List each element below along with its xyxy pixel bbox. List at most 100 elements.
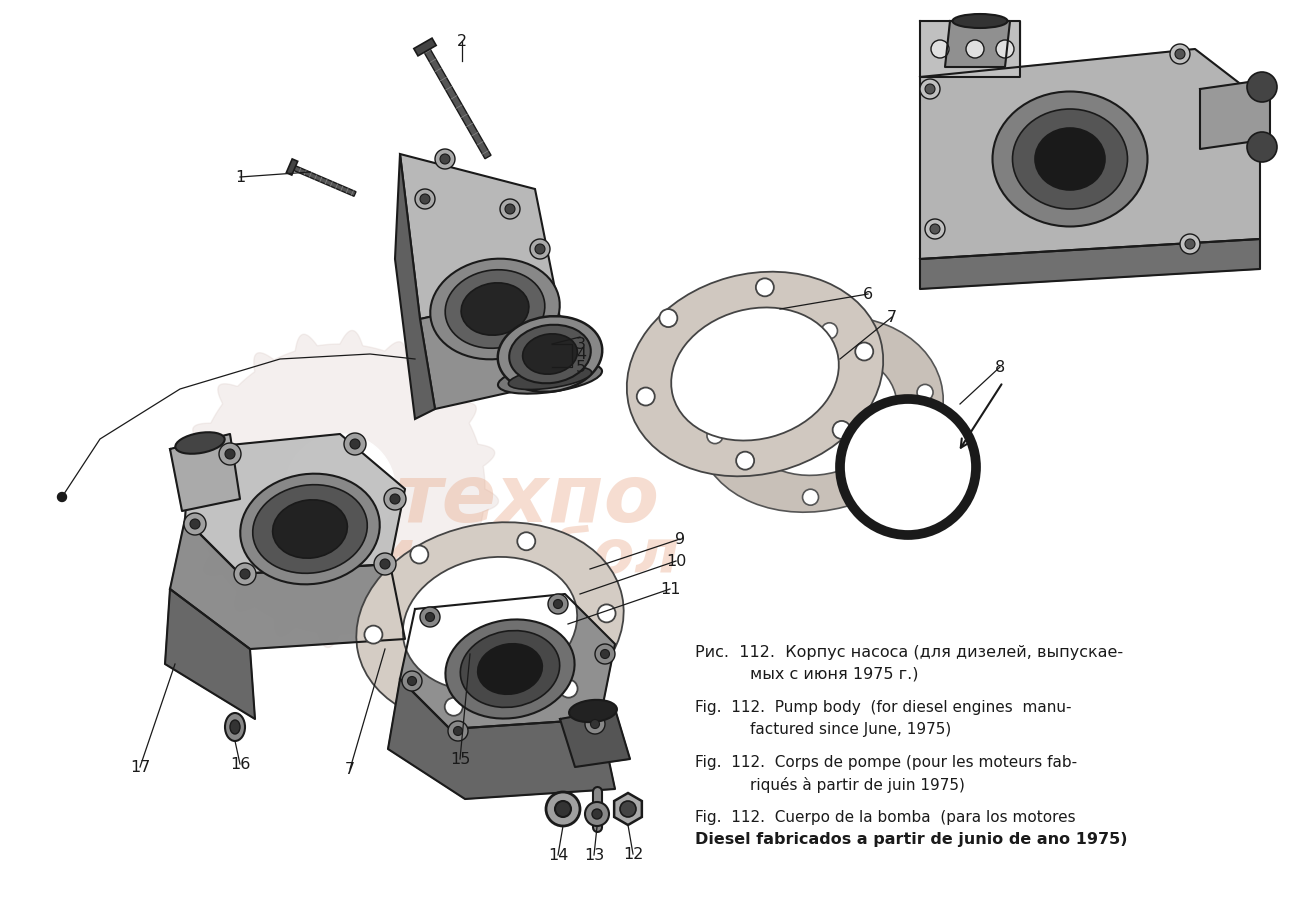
Circle shape: [659, 310, 678, 328]
Circle shape: [506, 205, 515, 215]
Ellipse shape: [272, 500, 348, 559]
Circle shape: [285, 435, 395, 544]
Text: Fig.  112.  Pump body  (for diesel engines  manu-: Fig. 112. Pump body (for diesel engines …: [694, 699, 1071, 714]
Polygon shape: [169, 519, 405, 650]
Polygon shape: [920, 22, 1020, 78]
Polygon shape: [388, 679, 615, 800]
Circle shape: [351, 439, 360, 449]
Ellipse shape: [523, 335, 577, 375]
Circle shape: [1247, 133, 1277, 163]
Circle shape: [995, 41, 1014, 59]
Circle shape: [756, 279, 774, 297]
Polygon shape: [185, 435, 405, 574]
Ellipse shape: [993, 93, 1148, 227]
Text: техпо: техпо: [395, 460, 659, 539]
Polygon shape: [420, 289, 569, 410]
Ellipse shape: [671, 308, 839, 441]
Circle shape: [219, 444, 241, 466]
Circle shape: [235, 563, 255, 585]
Circle shape: [585, 714, 605, 734]
Circle shape: [559, 680, 577, 698]
Polygon shape: [945, 22, 1010, 68]
Text: 15: 15: [450, 752, 470, 766]
Text: 3: 3: [576, 337, 586, 352]
Circle shape: [380, 560, 390, 570]
Circle shape: [966, 41, 984, 59]
Circle shape: [554, 600, 563, 608]
Text: Fig.  112.  Corps de pompe (pour les moteurs fab-: Fig. 112. Corps de pompe (pour les moteu…: [694, 754, 1078, 769]
Circle shape: [517, 533, 536, 550]
Circle shape: [240, 570, 250, 579]
Circle shape: [925, 220, 945, 240]
Circle shape: [403, 671, 422, 691]
Polygon shape: [422, 46, 491, 160]
Polygon shape: [169, 435, 240, 512]
Ellipse shape: [403, 557, 577, 691]
Circle shape: [1184, 240, 1195, 250]
Ellipse shape: [509, 325, 590, 384]
Circle shape: [920, 80, 939, 100]
Polygon shape: [920, 240, 1260, 289]
Circle shape: [585, 802, 609, 826]
Text: factured since June, 1975): factured since June, 1975): [751, 721, 951, 736]
Circle shape: [440, 154, 450, 165]
Ellipse shape: [356, 523, 624, 726]
Ellipse shape: [478, 644, 542, 695]
Polygon shape: [287, 160, 297, 176]
Circle shape: [420, 607, 440, 628]
Text: 13: 13: [584, 847, 605, 863]
Circle shape: [453, 727, 463, 736]
Circle shape: [855, 343, 873, 361]
Circle shape: [344, 434, 366, 456]
Circle shape: [1170, 45, 1190, 65]
Circle shape: [728, 353, 745, 369]
Polygon shape: [920, 50, 1260, 260]
Ellipse shape: [508, 367, 592, 390]
Ellipse shape: [461, 284, 529, 335]
Text: 9: 9: [675, 532, 685, 547]
Ellipse shape: [498, 317, 602, 392]
Text: 5: 5: [576, 360, 586, 375]
Circle shape: [925, 85, 936, 95]
Circle shape: [426, 613, 434, 622]
Circle shape: [1175, 50, 1184, 60]
Polygon shape: [1200, 80, 1270, 150]
Text: 14: 14: [547, 847, 568, 863]
Circle shape: [536, 244, 545, 255]
Ellipse shape: [1035, 129, 1105, 191]
Ellipse shape: [952, 15, 1007, 29]
Polygon shape: [181, 331, 499, 648]
Ellipse shape: [446, 619, 575, 719]
Circle shape: [601, 650, 610, 659]
Circle shape: [1181, 234, 1200, 255]
Text: 17: 17: [130, 760, 150, 775]
Circle shape: [590, 720, 599, 729]
Text: 4: 4: [576, 347, 586, 362]
Circle shape: [598, 605, 615, 623]
Circle shape: [833, 422, 851, 439]
Text: 7: 7: [887, 310, 896, 325]
Circle shape: [384, 489, 407, 510]
Text: Diesel fabricados a partir de junio de ano 1975): Diesel fabricados a partir de junio de a…: [694, 831, 1127, 846]
Text: 10: 10: [666, 554, 687, 569]
Circle shape: [930, 225, 939, 234]
Text: 1: 1: [235, 170, 245, 186]
Circle shape: [708, 428, 723, 444]
Polygon shape: [400, 154, 555, 320]
Text: 11: 11: [659, 582, 680, 596]
Text: riqués à partir de juin 1975): riqués à partir de juin 1975): [751, 777, 966, 792]
Circle shape: [555, 801, 571, 817]
Circle shape: [420, 195, 430, 205]
Circle shape: [448, 721, 468, 742]
Circle shape: [365, 626, 382, 644]
Polygon shape: [165, 589, 255, 720]
Circle shape: [932, 41, 949, 59]
Circle shape: [592, 809, 602, 819]
Circle shape: [917, 385, 933, 401]
Circle shape: [549, 595, 568, 614]
Ellipse shape: [697, 316, 943, 513]
Text: Fig.  112.  Cuerpo de la bomba  (para los motores: Fig. 112. Cuerpo de la bomba (para los m…: [694, 809, 1075, 824]
Circle shape: [530, 240, 550, 260]
Circle shape: [184, 514, 206, 536]
Text: 7: 7: [345, 762, 354, 777]
